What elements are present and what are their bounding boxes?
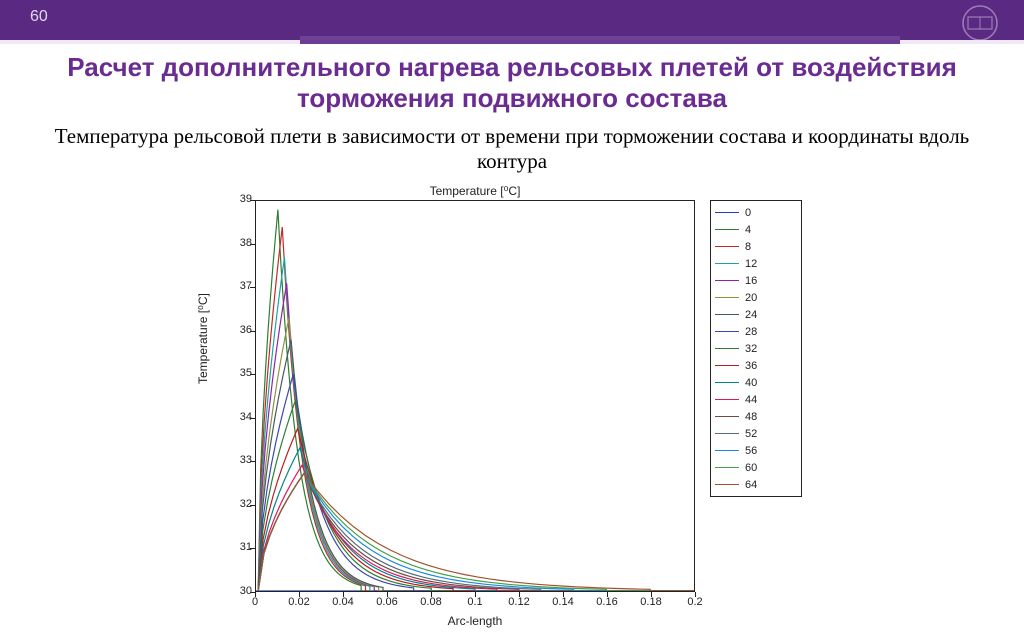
chart-ytick-label: 37 bbox=[230, 280, 252, 292]
legend-swatch bbox=[715, 280, 739, 281]
legend-item: 60 bbox=[715, 459, 797, 476]
chart-ytick-label: 33 bbox=[230, 454, 252, 466]
legend-label: 8 bbox=[745, 241, 751, 253]
legend-label: 12 bbox=[745, 258, 757, 270]
chart-xtick-label: 0.08 bbox=[419, 596, 443, 608]
legend-item: 4 bbox=[715, 221, 797, 238]
legend-swatch bbox=[715, 416, 739, 417]
chart-ytick-label: 34 bbox=[230, 411, 252, 423]
header-bar: 60 bbox=[0, 0, 1024, 40]
legend-label: 36 bbox=[745, 360, 757, 372]
chart-ytick-label: 35 bbox=[230, 367, 252, 379]
legend-swatch bbox=[715, 348, 739, 349]
legend-label: 40 bbox=[745, 377, 757, 389]
slide-title: Расчет дополнительного нагрева рельсовых… bbox=[0, 52, 1024, 114]
legend-item: 20 bbox=[715, 289, 797, 306]
legend-label: 16 bbox=[745, 275, 757, 287]
legend-swatch bbox=[715, 484, 739, 485]
chart-xtick-label: 0 bbox=[243, 596, 267, 608]
legend-item: 0 bbox=[715, 204, 797, 221]
legend-item: 56 bbox=[715, 442, 797, 459]
legend-swatch bbox=[715, 365, 739, 366]
legend-label: 28 bbox=[745, 326, 757, 338]
legend-item: 52 bbox=[715, 425, 797, 442]
legend-swatch bbox=[715, 263, 739, 264]
legend-swatch bbox=[715, 297, 739, 298]
chart-ytick-label: 32 bbox=[230, 498, 252, 510]
chart-xtick-label: 0.04 bbox=[331, 596, 355, 608]
legend-item: 8 bbox=[715, 238, 797, 255]
legend-label: 64 bbox=[745, 479, 757, 491]
chart-series-line bbox=[258, 448, 694, 591]
page-number: 60 bbox=[30, 8, 48, 26]
legend-label: 60 bbox=[745, 462, 757, 474]
chart-legend: 0481216202428323640444852566064 bbox=[710, 200, 802, 497]
legend-item: 36 bbox=[715, 357, 797, 374]
legend-item: 16 bbox=[715, 272, 797, 289]
chart-series-line bbox=[258, 473, 694, 591]
chart-series-line bbox=[258, 374, 694, 591]
chart-ytick-label: 36 bbox=[230, 324, 252, 336]
chart-series-line bbox=[258, 465, 694, 591]
chart-series-line bbox=[258, 473, 694, 591]
chart-series-line bbox=[258, 473, 694, 591]
legend-swatch bbox=[715, 246, 739, 247]
chart-series-line bbox=[258, 473, 694, 591]
slide-subtitle: Температура рельсовой плети в зависимост… bbox=[0, 124, 1024, 174]
chart-xtick-label: 0.1 bbox=[463, 596, 487, 608]
legend-swatch bbox=[715, 399, 739, 400]
legend-swatch bbox=[715, 314, 739, 315]
legend-item: 24 bbox=[715, 306, 797, 323]
legend-swatch bbox=[715, 331, 739, 332]
chart-series-line bbox=[258, 400, 694, 591]
header-underline bbox=[0, 40, 1024, 44]
legend-label: 20 bbox=[745, 292, 757, 304]
chart-xtick-label: 0.02 bbox=[287, 596, 311, 608]
legend-swatch bbox=[715, 433, 739, 434]
legend-label: 44 bbox=[745, 394, 757, 406]
legend-label: 24 bbox=[745, 309, 757, 321]
chart-xtick-label: 0.2 bbox=[683, 596, 707, 608]
chart-curves bbox=[256, 201, 694, 591]
chart-title: Temperature [⁰C] bbox=[255, 184, 695, 198]
legend-label: 56 bbox=[745, 445, 757, 457]
legend-item: 12 bbox=[715, 255, 797, 272]
legend-item: 44 bbox=[715, 391, 797, 408]
legend-label: 4 bbox=[745, 224, 751, 236]
legend-item: 32 bbox=[715, 340, 797, 357]
chart-xlabel: Arc-length bbox=[255, 614, 695, 628]
legend-swatch bbox=[715, 467, 739, 468]
chart-series-line bbox=[258, 473, 694, 591]
legend-swatch bbox=[715, 229, 739, 230]
legend-item: 48 bbox=[715, 408, 797, 425]
chart-ytick-label: 30 bbox=[230, 585, 252, 597]
chart-series-line bbox=[258, 318, 694, 591]
chart-xtick-label: 0.16 bbox=[595, 596, 619, 608]
temperature-chart: Temperature [⁰C] Temperature [⁰C] 00.020… bbox=[210, 184, 870, 624]
chart-ytick-label: 38 bbox=[230, 237, 252, 249]
legend-label: 52 bbox=[745, 428, 757, 440]
chart-ytick-label: 39 bbox=[230, 193, 252, 205]
chart-ylabel: Temperature [⁰C] bbox=[196, 293, 210, 384]
legend-label: 32 bbox=[745, 343, 757, 355]
legend-item: 64 bbox=[715, 476, 797, 493]
chart-series-line bbox=[258, 283, 694, 591]
legend-swatch bbox=[715, 212, 739, 213]
chart-plot-area bbox=[255, 200, 695, 592]
legend-swatch bbox=[715, 382, 739, 383]
logo-icon bbox=[956, 4, 1004, 42]
chart-xtick-label: 0.14 bbox=[551, 596, 575, 608]
legend-item: 28 bbox=[715, 323, 797, 340]
legend-swatch bbox=[715, 450, 739, 451]
chart-ytick-label: 31 bbox=[230, 541, 252, 553]
chart-xtick-label: 0.18 bbox=[639, 596, 663, 608]
chart-xtick-label: 0.06 bbox=[375, 596, 399, 608]
chart-xtick-label: 0.12 bbox=[507, 596, 531, 608]
legend-item: 40 bbox=[715, 374, 797, 391]
legend-label: 0 bbox=[745, 207, 751, 219]
legend-label: 48 bbox=[745, 411, 757, 423]
